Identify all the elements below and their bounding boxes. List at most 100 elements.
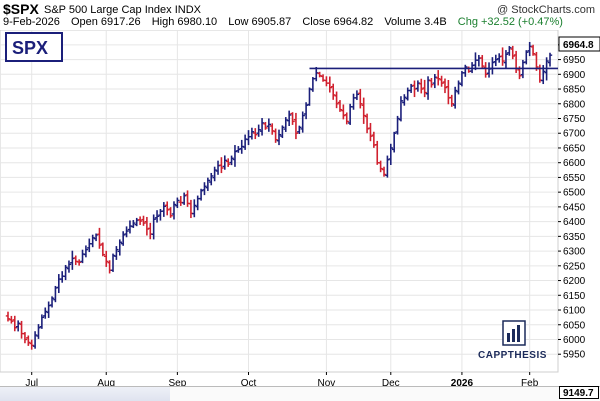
exchange-label: INDX bbox=[174, 4, 201, 16]
ohlc-bar-98 bbox=[337, 100, 343, 112]
ohlc-bar-68 bbox=[236, 146, 241, 153]
ohlc-bar-7 bbox=[29, 339, 34, 350]
ohlc-bar-81 bbox=[280, 125, 285, 139]
ohlc-bar-80 bbox=[276, 129, 282, 146]
ohlc-bar-58 bbox=[202, 182, 207, 196]
capp-logo: CAPPTHESIS bbox=[478, 320, 546, 361]
ohlc-bar-100 bbox=[344, 112, 349, 125]
last-price-tag: 6964.8 bbox=[558, 36, 600, 52]
ohlc-bar-73 bbox=[253, 128, 258, 140]
symbol-badge-text: SPX bbox=[12, 38, 48, 58]
ohlc-bar-133 bbox=[456, 80, 461, 95]
ohlc-bar-103 bbox=[354, 90, 360, 101]
ohlc-bar-131 bbox=[449, 94, 454, 107]
y-tick-label-6750: 6750 bbox=[563, 114, 586, 125]
ohlc-bar-31 bbox=[110, 253, 116, 272]
ohlc-bar-27 bbox=[97, 227, 102, 249]
ohlc-bar-66 bbox=[229, 155, 234, 166]
y-tick-label-6900: 6900 bbox=[563, 70, 586, 81]
y-tick-label-6600: 6600 bbox=[563, 158, 586, 169]
ohlc-bar-107 bbox=[368, 122, 373, 142]
ohlc-bar-104 bbox=[358, 88, 363, 109]
x-tick-label-2026: 2026 bbox=[451, 378, 474, 389]
logo-bar-3 bbox=[517, 325, 520, 342]
ohlc-bar-75 bbox=[259, 118, 265, 136]
ohlc-bar-33 bbox=[117, 239, 122, 256]
y-tick-label-6250: 6250 bbox=[563, 261, 586, 272]
ohlc-bar-23 bbox=[83, 245, 89, 258]
ohlc-bar-83 bbox=[286, 110, 292, 127]
ohlc-bar-9 bbox=[36, 324, 41, 339]
price-chart: 5950 6000 6050 6100 6150 6200 6250 6300 6350 6400… bbox=[0, 30, 600, 389]
x-tick-label-Oct: Oct bbox=[241, 378, 257, 389]
ohlc-bar-117 bbox=[402, 94, 407, 106]
ohlc-bar-35 bbox=[124, 226, 129, 238]
y-tick-label-6800: 6800 bbox=[563, 99, 586, 110]
y-tick-label-6300: 6300 bbox=[563, 247, 586, 258]
ohlc-bar-2 bbox=[12, 315, 17, 332]
low-label: Low 6905.87 bbox=[228, 16, 292, 28]
ohlc-bar-59 bbox=[205, 177, 211, 191]
ohlc-bar-123 bbox=[422, 79, 427, 98]
ohlc-bar-11 bbox=[43, 307, 48, 319]
lower-panel-value: 9149.7 bbox=[559, 386, 599, 399]
y-tick-label-6550: 6550 bbox=[563, 173, 586, 184]
ohlc-bar-72 bbox=[249, 127, 255, 140]
ohlc-bar-43 bbox=[151, 214, 156, 240]
ohlc-bar-99 bbox=[341, 104, 346, 120]
ohlc-bar-21 bbox=[76, 259, 82, 266]
symbol-badge: SPX bbox=[5, 32, 63, 62]
lower-panel-title-bar bbox=[0, 387, 170, 401]
ohlc-bar-18 bbox=[66, 260, 72, 273]
last-price-box bbox=[558, 36, 600, 52]
ohlc-bar-5 bbox=[22, 332, 28, 344]
last-price-label: 6964.8 bbox=[563, 40, 594, 51]
plot-area bbox=[0, 30, 559, 373]
index-name: S&P 500 Large Cap Index INDX bbox=[44, 4, 201, 16]
y-tick-label-6950: 6950 bbox=[563, 55, 586, 66]
ohlc-bar-3 bbox=[15, 320, 21, 332]
ohlc-bar-57 bbox=[198, 188, 204, 201]
ohlc-bar-125 bbox=[429, 77, 434, 88]
source-label: @ StockCharts.com bbox=[497, 4, 595, 16]
ohlc-bar-149 bbox=[510, 45, 515, 60]
ohlc-bar-0 bbox=[5, 311, 11, 322]
ohlc-bar-85 bbox=[293, 112, 299, 140]
ohlc-bar-155 bbox=[530, 44, 536, 56]
logo-bar-2 bbox=[512, 329, 515, 342]
ohlc-bar-48 bbox=[168, 207, 173, 218]
ohlc-bar-112 bbox=[385, 155, 390, 178]
ohlc-bar-96 bbox=[331, 83, 336, 100]
index-name-text: S&P 500 Large Cap Index bbox=[44, 4, 172, 16]
ohlc-bar-74 bbox=[256, 124, 261, 137]
ohlc-bar-84 bbox=[290, 112, 295, 125]
ohlc-bar-135 bbox=[463, 64, 468, 77]
y-tick-label-6850: 6850 bbox=[563, 85, 586, 96]
ohlc-bar-97 bbox=[334, 91, 339, 109]
ohlc-bar-77 bbox=[266, 118, 272, 132]
x-tick-label-Aug: Aug bbox=[97, 378, 115, 389]
open-label: Open 6917.26 bbox=[70, 16, 141, 28]
y-tick-label-6100: 6100 bbox=[563, 306, 586, 317]
x-tick-label-Feb: Feb bbox=[521, 378, 539, 389]
ohlc-bar-153 bbox=[524, 50, 529, 65]
y-tick-label-6650: 6650 bbox=[563, 143, 586, 154]
ohlc-bar-88 bbox=[303, 102, 309, 120]
date-label: 9-Feb-2026 bbox=[3, 16, 60, 28]
ohlc-bar-34 bbox=[120, 231, 126, 246]
ohlc-bar-86 bbox=[297, 125, 302, 135]
lower-panel: 9149.7 bbox=[0, 386, 600, 401]
y-tick-label-6350: 6350 bbox=[563, 232, 586, 243]
x-tick-label-Nov: Nov bbox=[318, 378, 336, 389]
ohlc-bar-8 bbox=[32, 331, 38, 349]
y-tick-label-6150: 6150 bbox=[563, 291, 586, 302]
ohlc-bar-25 bbox=[90, 234, 95, 248]
ohlc-bar-141 bbox=[483, 62, 488, 78]
ohlc-bar-44 bbox=[154, 210, 160, 223]
symbol-label: $SPX bbox=[3, 1, 39, 17]
ohlc-bar-115 bbox=[395, 115, 400, 135]
ohlc-bar-148 bbox=[507, 46, 512, 56]
ohlc-bar-50 bbox=[175, 197, 180, 209]
symbol-badge-box bbox=[5, 32, 63, 62]
ohlc-bar-76 bbox=[263, 121, 268, 130]
